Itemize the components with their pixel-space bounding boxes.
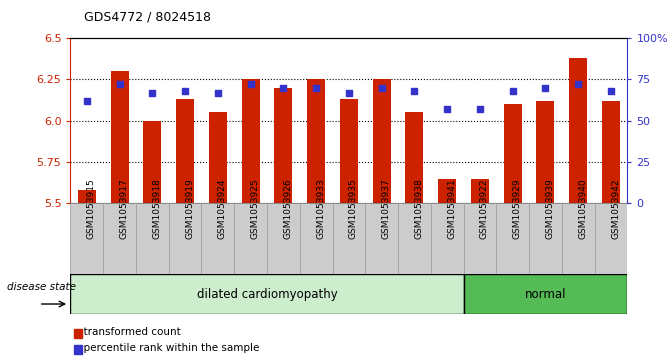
Bar (307, 79, 325, 203)
Bar (168, 203, 201, 274)
Text: GSM1053940: GSM1053940 (578, 179, 587, 239)
Text: GSM1053926: GSM1053926 (283, 179, 293, 239)
Bar (497, 203, 529, 274)
Point (180, 88, 191, 94)
Bar (340, 99, 358, 203)
Bar (464, 274, 627, 314)
Text: percentile rank within the sample: percentile rank within the sample (77, 343, 260, 353)
Point (147, 90, 158, 95)
Bar (136, 203, 168, 274)
Point (606, 88, 617, 94)
Point (573, 81, 584, 87)
Text: GSM1053918: GSM1053918 (152, 179, 161, 239)
Bar (405, 113, 423, 203)
Text: GSM1053929: GSM1053929 (513, 179, 522, 239)
Text: GSM1053915: GSM1053915 (87, 179, 96, 239)
Bar (365, 203, 398, 274)
Bar (78, 190, 96, 203)
Bar (209, 113, 227, 203)
Point (474, 106, 485, 112)
Bar (70, 203, 103, 274)
Bar (201, 203, 234, 274)
Bar (504, 104, 522, 203)
Bar (602, 101, 620, 203)
Point (344, 90, 354, 95)
Text: GSM1053941: GSM1053941 (447, 179, 456, 239)
Text: normal: normal (525, 287, 566, 301)
Text: disease state: disease state (7, 282, 76, 292)
Point (278, 85, 289, 90)
Bar (300, 203, 333, 274)
Point (114, 81, 125, 87)
Text: GSM1053933: GSM1053933 (316, 179, 325, 239)
Point (246, 81, 256, 87)
Text: dilated cardiomyopathy: dilated cardiomyopathy (197, 287, 338, 301)
Bar (242, 79, 260, 203)
Bar (464, 203, 497, 274)
Text: transformed count: transformed count (77, 327, 181, 337)
Point (213, 90, 223, 95)
Bar (103, 203, 136, 274)
Text: GSM1053938: GSM1053938 (415, 179, 423, 239)
Point (81, 98, 92, 104)
Text: GSM1053924: GSM1053924 (218, 179, 227, 239)
Text: GSM1053925: GSM1053925 (251, 179, 260, 239)
Bar (569, 58, 587, 203)
Text: GDS4772 / 8024518: GDS4772 / 8024518 (84, 11, 211, 24)
Bar (537, 101, 554, 203)
Text: GSM1053935: GSM1053935 (349, 179, 358, 239)
Bar (274, 87, 293, 203)
Point (540, 85, 551, 90)
Bar (562, 203, 595, 274)
Text: GSM1053917: GSM1053917 (119, 179, 129, 239)
Bar (333, 203, 365, 274)
Bar (176, 99, 194, 203)
Point (376, 85, 387, 90)
Bar (111, 71, 129, 203)
Point (507, 88, 518, 94)
Bar (144, 121, 161, 203)
Bar (595, 203, 627, 274)
Bar (431, 203, 464, 274)
Point (311, 85, 321, 90)
Point (442, 106, 452, 112)
Bar (267, 203, 300, 274)
Text: GSM1053939: GSM1053939 (546, 179, 554, 239)
Text: GSM1053922: GSM1053922 (480, 179, 489, 239)
Bar (438, 179, 456, 203)
Bar (372, 79, 391, 203)
Bar (471, 179, 489, 203)
Text: GSM1053942: GSM1053942 (611, 179, 620, 239)
Bar (398, 203, 431, 274)
Bar (70, 274, 464, 314)
Bar (529, 203, 562, 274)
Bar (234, 203, 267, 274)
Text: GSM1053937: GSM1053937 (382, 179, 391, 239)
Point (409, 88, 420, 94)
Text: GSM1053919: GSM1053919 (185, 179, 194, 239)
